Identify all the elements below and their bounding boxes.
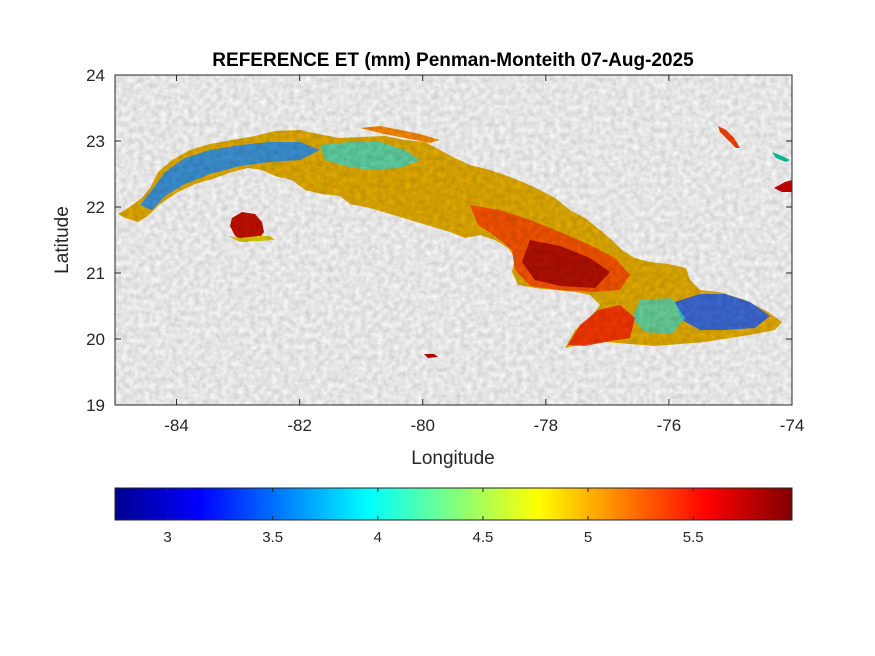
x-tick-label: -78 (534, 416, 559, 435)
colorbar-tick-label: 4.5 (473, 529, 494, 546)
chart-title: REFERENCE ET (mm) Penman-Monteith 07-Aug… (212, 50, 694, 71)
x-tick-label: -74 (780, 416, 805, 435)
colorbar-tick-label: 4 (374, 529, 382, 546)
map-layer (115, 75, 792, 405)
y-tick-label: 22 (86, 198, 105, 217)
x-axis-label: Longitude (411, 448, 494, 469)
x-tick-label: -84 (164, 416, 189, 435)
colorbar-ticks: 3 3.5 4 4.5 5 5.5 (163, 488, 704, 546)
x-tick-label: -76 (657, 416, 682, 435)
colorbar-tick-label: 3 (163, 529, 171, 546)
y-tick-label: 24 (86, 66, 105, 85)
x-tick-label: -80 (410, 416, 435, 435)
x-tick-label: -82 (287, 416, 312, 435)
x-axis: -84 -82 -80 -78 -76 -74 (164, 75, 804, 435)
y-tick-label: 19 (86, 396, 105, 415)
colorbar-tick-label: 3.5 (262, 529, 283, 546)
texture-overlay (115, 75, 792, 405)
colorbar (114, 487, 793, 521)
y-tick-label: 23 (86, 132, 105, 151)
y-axis: 19 20 21 22 23 24 (86, 66, 792, 415)
colorbar-tick-label: 5.5 (683, 529, 704, 546)
y-tick-label: 21 (86, 264, 105, 283)
y-tick-label: 20 (86, 330, 105, 349)
y-axis-label: Latitude (52, 206, 73, 274)
colorbar-tick-label: 5 (584, 529, 592, 546)
